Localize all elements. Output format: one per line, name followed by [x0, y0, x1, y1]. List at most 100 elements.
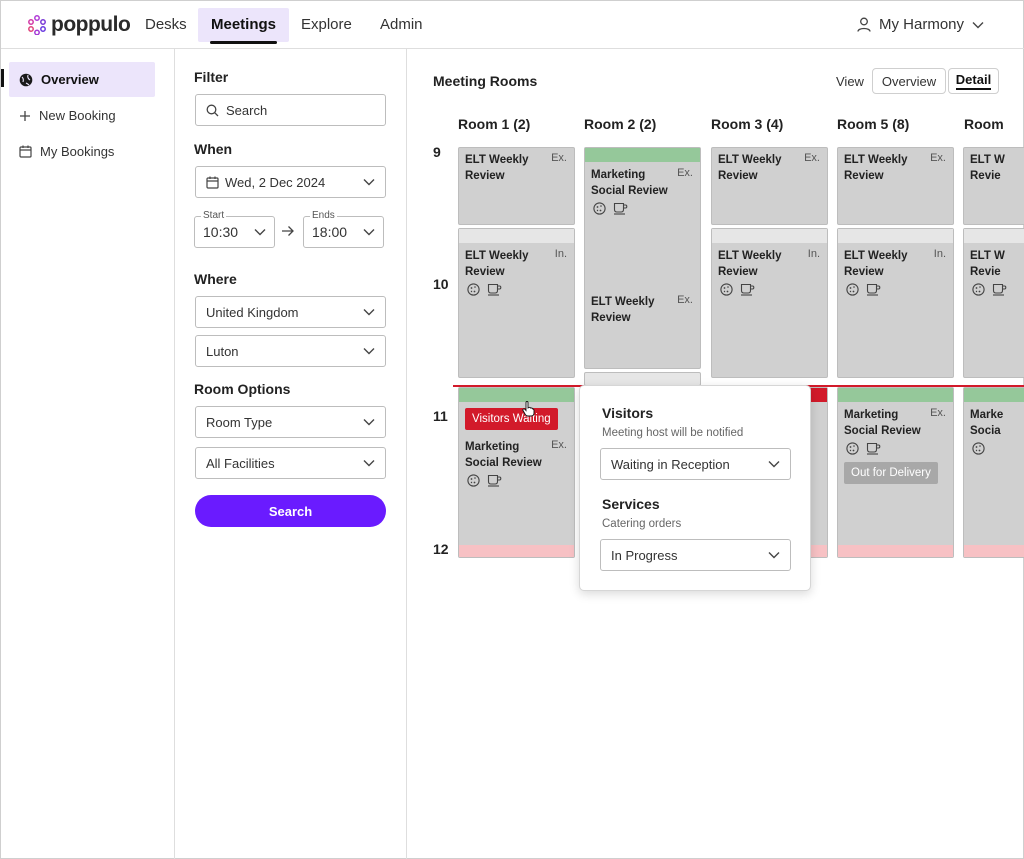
out-for-delivery-badge[interactable]: Out for Delivery — [844, 462, 938, 484]
room-header: Room 1 (2) — [458, 116, 531, 132]
country-value: United Kingdom — [206, 304, 299, 320]
where-heading: Where — [194, 271, 237, 287]
city-select[interactable]: Luton — [195, 335, 386, 367]
booking-card[interactable]: Marketing Social Review Ex. Out for Deli… — [837, 387, 954, 558]
status-strip — [459, 388, 574, 402]
status-strip — [964, 388, 1024, 402]
booking-title: Marke Socia — [970, 409, 1004, 437]
room-header: Room 2 (2) — [584, 116, 657, 132]
service-icons — [846, 442, 881, 455]
search-button[interactable]: Search — [195, 495, 386, 527]
room-type-value: Room Type — [206, 414, 273, 430]
chevron-down-icon — [254, 229, 266, 236]
status-popover: Visitors Meeting host will be notified W… — [579, 385, 811, 591]
date-select[interactable]: Wed, 2 Dec 2024 — [195, 166, 386, 198]
booking-title: ELT Weekly Review — [844, 250, 908, 278]
hour-label: 9 — [433, 144, 441, 160]
start-time-select[interactable]: Start 10:30 — [194, 210, 275, 248]
sidebar-item-overview[interactable]: Overview — [9, 62, 155, 97]
logo[interactable]: poppulo — [27, 13, 131, 37]
booking-card[interactable]: Visitors Waiting Marketing Social Review… — [458, 387, 575, 558]
nav-tab-admin[interactable]: Admin — [380, 16, 423, 33]
booking-code: In. — [554, 248, 567, 260]
booking-title: ELT Weekly Review — [718, 250, 782, 278]
arrow-right-icon — [282, 226, 294, 236]
meeting-rooms-panel: Meeting Rooms View Overview Detail Room … — [408, 49, 1024, 859]
cookie-icon — [972, 442, 985, 455]
chevron-down-icon — [768, 552, 780, 559]
booking-card[interactable]: ELT Weekly Review Ex. — [837, 147, 954, 225]
booking-card[interactable]: ELT Weekly Review In. — [837, 228, 954, 378]
buffer-strip — [964, 229, 1024, 243]
booking-title: Marketing Social Review — [591, 169, 668, 197]
booking-title: ELT Weekly Review — [465, 154, 529, 182]
booking-card[interactable]: ELT W Revie — [963, 147, 1024, 225]
booking-card[interactable]: ELT Weekly Review Ex. — [711, 147, 828, 225]
hour-label: 12 — [433, 541, 449, 557]
view-overview-button[interactable]: Overview — [872, 68, 946, 94]
hour-label: 11 — [433, 408, 448, 424]
service-icons — [467, 474, 502, 487]
coffee-cup-icon — [487, 474, 502, 487]
booking-card[interactable]: Marketing Social Review Ex. ELT Weekly R… — [584, 147, 701, 369]
booking-code: Ex. — [551, 152, 567, 164]
country-select[interactable]: United Kingdom — [195, 296, 386, 328]
service-icons — [467, 283, 502, 296]
room-type-select[interactable]: Room Type — [195, 406, 386, 438]
chevron-down-icon — [972, 21, 984, 28]
booking-code: In. — [807, 248, 820, 260]
cookie-icon — [972, 283, 985, 296]
cookie-icon — [593, 202, 606, 215]
room-header: Room — [964, 116, 1004, 132]
room-header: Room 5 (8) — [837, 116, 910, 132]
view-detail-label: Detail — [955, 72, 992, 90]
status-strip — [838, 388, 953, 402]
booking-card[interactable]: ELT W Revie — [963, 228, 1024, 378]
city-value: Luton — [206, 343, 239, 359]
booking-card[interactable] — [584, 372, 701, 386]
cookie-icon — [846, 442, 859, 455]
active-marker — [1, 69, 4, 87]
booking-card[interactable]: ELT Weekly Review Ex. — [458, 147, 575, 225]
booking-code: Ex. — [930, 152, 946, 164]
booking-card[interactable]: ELT Weekly Review In. — [711, 228, 828, 378]
view-detail-button[interactable]: Detail — [948, 68, 999, 94]
booking-code: Ex. — [551, 439, 567, 451]
user-menu[interactable]: My Harmony — [857, 16, 984, 33]
service-icons — [846, 283, 881, 296]
buffer-strip — [838, 229, 953, 243]
booking-code: Ex. — [677, 294, 693, 306]
hour-label: 10 — [433, 276, 449, 292]
calendar-icon — [19, 145, 32, 158]
poppulo-logo-icon — [28, 15, 46, 35]
end-time-select[interactable]: Ends 18:00 — [303, 210, 384, 248]
visitors-status-select[interactable]: Waiting in Reception — [600, 448, 791, 480]
services-status-value: In Progress — [611, 547, 678, 563]
booking-card[interactable]: Marke Socia — [963, 387, 1024, 558]
sidebar-item-label: New Booking — [39, 108, 116, 123]
status-strip — [838, 545, 953, 557]
booking-title: ELT Weekly Review — [844, 154, 908, 182]
facilities-select[interactable]: All Facilities — [195, 447, 386, 479]
start-value: 10:30 — [203, 224, 239, 240]
nav-tab-explore[interactable]: Explore — [301, 16, 352, 33]
search-placeholder: Search — [226, 102, 268, 118]
booking-code: Ex. — [930, 407, 946, 419]
sidebar-item-label: Overview — [41, 72, 99, 87]
chevron-down-icon — [363, 419, 375, 426]
nav-tab-meetings[interactable]: Meetings — [198, 8, 290, 44]
service-icons — [593, 202, 628, 215]
coffee-cup-icon — [740, 283, 755, 296]
visitors-waiting-badge[interactable]: Visitors Waiting — [465, 408, 558, 430]
nav-tab-desks[interactable]: Desks — [145, 16, 187, 33]
facilities-value: All Facilities — [206, 455, 275, 471]
search-input[interactable]: Search — [195, 94, 386, 126]
services-status-select[interactable]: In Progress — [600, 539, 791, 571]
booking-title: ELT Weekly Review — [718, 154, 782, 182]
room-options-heading: Room Options — [194, 381, 291, 397]
sidebar-item-my-bookings[interactable]: My Bookings — [9, 134, 155, 169]
sidebar-item-new-booking[interactable]: New Booking — [9, 98, 155, 133]
page-title: Meeting Rooms — [433, 73, 538, 89]
ends-label: Ends — [310, 210, 337, 221]
booking-card[interactable]: ELT Weekly Review In. — [458, 228, 575, 378]
